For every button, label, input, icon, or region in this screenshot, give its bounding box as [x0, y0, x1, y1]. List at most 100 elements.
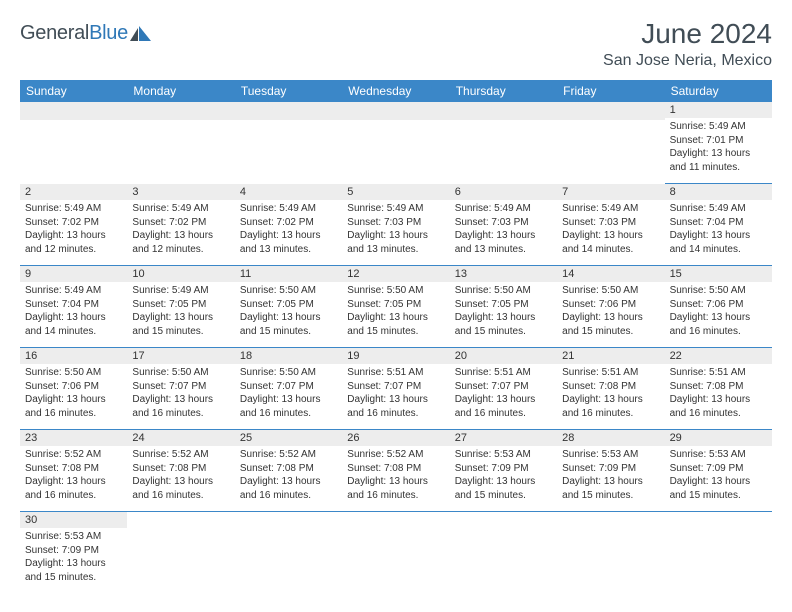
day-cell: 23Sunrise: 5:52 AMSunset: 7:08 PMDayligh… [20, 430, 127, 512]
week-row: 9Sunrise: 5:49 AMSunset: 7:04 PMDaylight… [20, 266, 772, 348]
day-content: Sunrise: 5:53 AMSunset: 7:09 PMDaylight:… [20, 528, 127, 588]
day-number: 2 [20, 184, 127, 200]
day-cell: 28Sunrise: 5:53 AMSunset: 7:09 PMDayligh… [557, 430, 664, 512]
weekday-row: SundayMondayTuesdayWednesdayThursdayFrid… [20, 80, 772, 102]
day-content: Sunrise: 5:53 AMSunset: 7:09 PMDaylight:… [557, 446, 664, 506]
day-content: Sunrise: 5:49 AMSunset: 7:02 PMDaylight:… [127, 200, 234, 260]
weekday-label: Friday [557, 80, 664, 102]
day-cell: 12Sunrise: 5:50 AMSunset: 7:05 PMDayligh… [342, 266, 449, 348]
day-content: Sunrise: 5:49 AMSunset: 7:02 PMDaylight:… [20, 200, 127, 260]
day-cell [557, 512, 664, 594]
day-content: Sunrise: 5:53 AMSunset: 7:09 PMDaylight:… [450, 446, 557, 506]
day-number: 26 [342, 430, 449, 446]
day-cell: 11Sunrise: 5:50 AMSunset: 7:05 PMDayligh… [235, 266, 342, 348]
day-cell [450, 102, 557, 184]
day-number: 6 [450, 184, 557, 200]
day-number: 12 [342, 266, 449, 282]
title-block: June 2024 San Jose Neria, Mexico [603, 18, 772, 70]
day-content: Sunrise: 5:50 AMSunset: 7:06 PMDaylight:… [665, 282, 772, 342]
day-cell: 6Sunrise: 5:49 AMSunset: 7:03 PMDaylight… [450, 184, 557, 266]
day-content: Sunrise: 5:50 AMSunset: 7:05 PMDaylight:… [235, 282, 342, 342]
day-cell: 10Sunrise: 5:49 AMSunset: 7:05 PMDayligh… [127, 266, 234, 348]
day-content: Sunrise: 5:49 AMSunset: 7:05 PMDaylight:… [127, 282, 234, 342]
header: GeneralBlue June 2024 San Jose Neria, Me… [20, 18, 772, 70]
day-number: 1 [665, 102, 772, 118]
day-number: 21 [557, 348, 664, 364]
day-content: Sunrise: 5:51 AMSunset: 7:08 PMDaylight:… [557, 364, 664, 424]
blank-day [20, 102, 127, 120]
day-content: Sunrise: 5:51 AMSunset: 7:07 PMDaylight:… [450, 364, 557, 424]
day-cell: 8Sunrise: 5:49 AMSunset: 7:04 PMDaylight… [665, 184, 772, 266]
day-cell: 16Sunrise: 5:50 AMSunset: 7:06 PMDayligh… [20, 348, 127, 430]
calendar: SundayMondayTuesdayWednesdayThursdayFrid… [20, 80, 772, 594]
day-number: 16 [20, 348, 127, 364]
week-row: 23Sunrise: 5:52 AMSunset: 7:08 PMDayligh… [20, 430, 772, 512]
day-content: Sunrise: 5:50 AMSunset: 7:07 PMDaylight:… [127, 364, 234, 424]
week-row: 16Sunrise: 5:50 AMSunset: 7:06 PMDayligh… [20, 348, 772, 430]
day-content: Sunrise: 5:52 AMSunset: 7:08 PMDaylight:… [235, 446, 342, 506]
week-row: 2Sunrise: 5:49 AMSunset: 7:02 PMDaylight… [20, 184, 772, 266]
logo-text-blue: Blue [89, 22, 128, 44]
day-number: 22 [665, 348, 772, 364]
day-cell: 22Sunrise: 5:51 AMSunset: 7:08 PMDayligh… [665, 348, 772, 430]
day-number: 18 [235, 348, 342, 364]
weekday-label: Tuesday [235, 80, 342, 102]
day-content: Sunrise: 5:53 AMSunset: 7:09 PMDaylight:… [665, 446, 772, 506]
day-cell: 25Sunrise: 5:52 AMSunset: 7:08 PMDayligh… [235, 430, 342, 512]
day-number: 8 [665, 184, 772, 200]
day-number: 30 [20, 512, 127, 528]
day-cell: 21Sunrise: 5:51 AMSunset: 7:08 PMDayligh… [557, 348, 664, 430]
logo-text-general: General [20, 22, 89, 44]
day-cell: 7Sunrise: 5:49 AMSunset: 7:03 PMDaylight… [557, 184, 664, 266]
day-number: 24 [127, 430, 234, 446]
weekday-label: Thursday [450, 80, 557, 102]
month-title: June 2024 [603, 18, 772, 50]
day-content: Sunrise: 5:49 AMSunset: 7:04 PMDaylight:… [20, 282, 127, 342]
day-cell: 18Sunrise: 5:50 AMSunset: 7:07 PMDayligh… [235, 348, 342, 430]
day-cell: 1Sunrise: 5:49 AMSunset: 7:01 PMDaylight… [665, 102, 772, 184]
day-cell: 29Sunrise: 5:53 AMSunset: 7:09 PMDayligh… [665, 430, 772, 512]
day-number: 28 [557, 430, 664, 446]
weekday-label: Sunday [20, 80, 127, 102]
day-content: Sunrise: 5:51 AMSunset: 7:08 PMDaylight:… [665, 364, 772, 424]
day-cell: 15Sunrise: 5:50 AMSunset: 7:06 PMDayligh… [665, 266, 772, 348]
day-number: 17 [127, 348, 234, 364]
day-number: 29 [665, 430, 772, 446]
day-cell: 20Sunrise: 5:51 AMSunset: 7:07 PMDayligh… [450, 348, 557, 430]
day-number: 7 [557, 184, 664, 200]
location: San Jose Neria, Mexico [603, 52, 772, 70]
day-content: Sunrise: 5:49 AMSunset: 7:04 PMDaylight:… [665, 200, 772, 260]
day-content: Sunrise: 5:50 AMSunset: 7:06 PMDaylight:… [557, 282, 664, 342]
day-number: 4 [235, 184, 342, 200]
day-number: 10 [127, 266, 234, 282]
day-content: Sunrise: 5:49 AMSunset: 7:01 PMDaylight:… [665, 118, 772, 178]
day-cell [342, 512, 449, 594]
weekday-label: Monday [127, 80, 234, 102]
day-cell [127, 102, 234, 184]
blank-day [342, 102, 449, 120]
day-content: Sunrise: 5:49 AMSunset: 7:03 PMDaylight:… [557, 200, 664, 260]
day-cell [557, 102, 664, 184]
logo: GeneralBlue [20, 22, 152, 45]
day-number: 14 [557, 266, 664, 282]
blank-day [235, 102, 342, 120]
day-cell [450, 512, 557, 594]
day-cell [127, 512, 234, 594]
day-cell: 4Sunrise: 5:49 AMSunset: 7:02 PMDaylight… [235, 184, 342, 266]
weekday-label: Wednesday [342, 80, 449, 102]
day-cell [235, 512, 342, 594]
day-number: 27 [450, 430, 557, 446]
day-number: 25 [235, 430, 342, 446]
day-cell: 3Sunrise: 5:49 AMSunset: 7:02 PMDaylight… [127, 184, 234, 266]
day-cell: 24Sunrise: 5:52 AMSunset: 7:08 PMDayligh… [127, 430, 234, 512]
day-cell: 26Sunrise: 5:52 AMSunset: 7:08 PMDayligh… [342, 430, 449, 512]
day-number: 3 [127, 184, 234, 200]
day-content: Sunrise: 5:50 AMSunset: 7:05 PMDaylight:… [342, 282, 449, 342]
day-cell: 17Sunrise: 5:50 AMSunset: 7:07 PMDayligh… [127, 348, 234, 430]
day-number: 15 [665, 266, 772, 282]
day-content: Sunrise: 5:49 AMSunset: 7:03 PMDaylight:… [450, 200, 557, 260]
blank-day [450, 102, 557, 120]
day-number: 5 [342, 184, 449, 200]
day-cell: 30Sunrise: 5:53 AMSunset: 7:09 PMDayligh… [20, 512, 127, 594]
day-cell: 27Sunrise: 5:53 AMSunset: 7:09 PMDayligh… [450, 430, 557, 512]
